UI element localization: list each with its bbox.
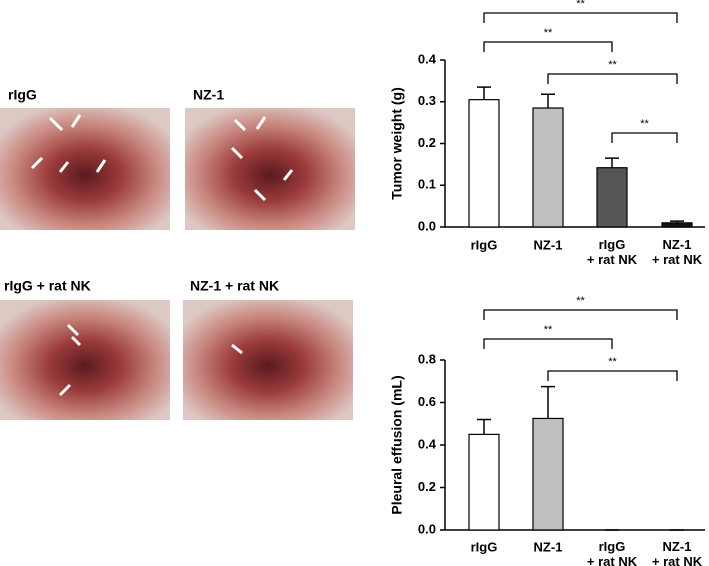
error-bar bbox=[605, 157, 619, 168]
error-bar bbox=[541, 93, 555, 109]
photo-label: rIgG bbox=[8, 87, 37, 103]
error-bar bbox=[477, 86, 491, 100]
photo bbox=[0, 108, 170, 230]
y-tick-label: 0.0 bbox=[418, 218, 436, 233]
significance-bracket bbox=[547, 370, 678, 381]
photo bbox=[185, 108, 355, 230]
significance-bracket bbox=[483, 41, 613, 52]
significance-bracket bbox=[483, 338, 613, 349]
significance-bracket bbox=[547, 73, 678, 84]
y-tick-label: 0.8 bbox=[418, 351, 436, 366]
y-tick-label: 0.2 bbox=[418, 479, 436, 494]
significance-label: ** bbox=[608, 356, 617, 368]
bar bbox=[468, 433, 500, 531]
y-tick-label: 0.1 bbox=[418, 177, 436, 192]
y-axis-label: Pleural effusion (mL) bbox=[389, 375, 405, 514]
x-tick-label: rIgG + rat NK bbox=[587, 539, 638, 566]
arrows bbox=[30, 114, 294, 397]
significance-label: ** bbox=[576, 0, 585, 10]
significance-label: ** bbox=[544, 27, 553, 39]
significance-label: ** bbox=[576, 295, 585, 307]
y-tick-label: 0.4 bbox=[418, 51, 437, 66]
error-bar bbox=[477, 418, 491, 435]
x-tick-label: NZ-1 + rat NK bbox=[652, 237, 703, 267]
bar bbox=[661, 222, 693, 228]
significance-label: ** bbox=[544, 324, 553, 336]
bar bbox=[532, 417, 564, 531]
photo bbox=[183, 300, 353, 420]
y-axis-label: Tumor weight (g) bbox=[389, 87, 405, 200]
y-tick-label: 0.4 bbox=[418, 436, 437, 451]
x-tick-label: NZ-1 bbox=[534, 237, 563, 252]
photo-label: rIgG + rat NK bbox=[4, 278, 91, 294]
y-tick-label: 0.6 bbox=[418, 394, 436, 409]
error-bar bbox=[541, 385, 555, 419]
significance-bracket bbox=[483, 12, 678, 23]
x-tick-label: rIgG + rat NK bbox=[587, 237, 638, 267]
x-tick-label: NZ-1 + rat NK bbox=[652, 539, 703, 566]
y-tick-label: 0.0 bbox=[418, 521, 436, 536]
chart: 0.0 0.1 0.2 0.3 0.4 Tumor weight (g) rIgG NZ-1 r… bbox=[389, 0, 705, 267]
significance-bracket bbox=[483, 309, 678, 320]
significance-label: ** bbox=[608, 59, 617, 71]
bar bbox=[468, 99, 500, 228]
bar bbox=[596, 167, 628, 228]
photo-label: NZ-1 + rat NK bbox=[190, 278, 279, 294]
y-tick-label: 0.2 bbox=[418, 135, 436, 150]
bar bbox=[532, 107, 564, 228]
significance-bracket bbox=[611, 132, 678, 143]
x-tick-label: NZ-1 bbox=[534, 539, 563, 554]
chart: 0.0 0.2 0.4 0.6 0.8 Pleural effusion (mL) rIgG… bbox=[389, 295, 705, 566]
x-tick-label: rIgG bbox=[471, 539, 498, 554]
x-tick-label: rIgG bbox=[471, 237, 498, 252]
significance-label: ** bbox=[640, 118, 649, 130]
photo-label: NZ-1 bbox=[193, 87, 224, 103]
photos: rIgG NZ-1 rIgG + rat NK NZ-1 + rat NK bbox=[0, 87, 355, 420]
photo bbox=[0, 300, 170, 420]
y-tick-label: 0.3 bbox=[418, 93, 436, 108]
